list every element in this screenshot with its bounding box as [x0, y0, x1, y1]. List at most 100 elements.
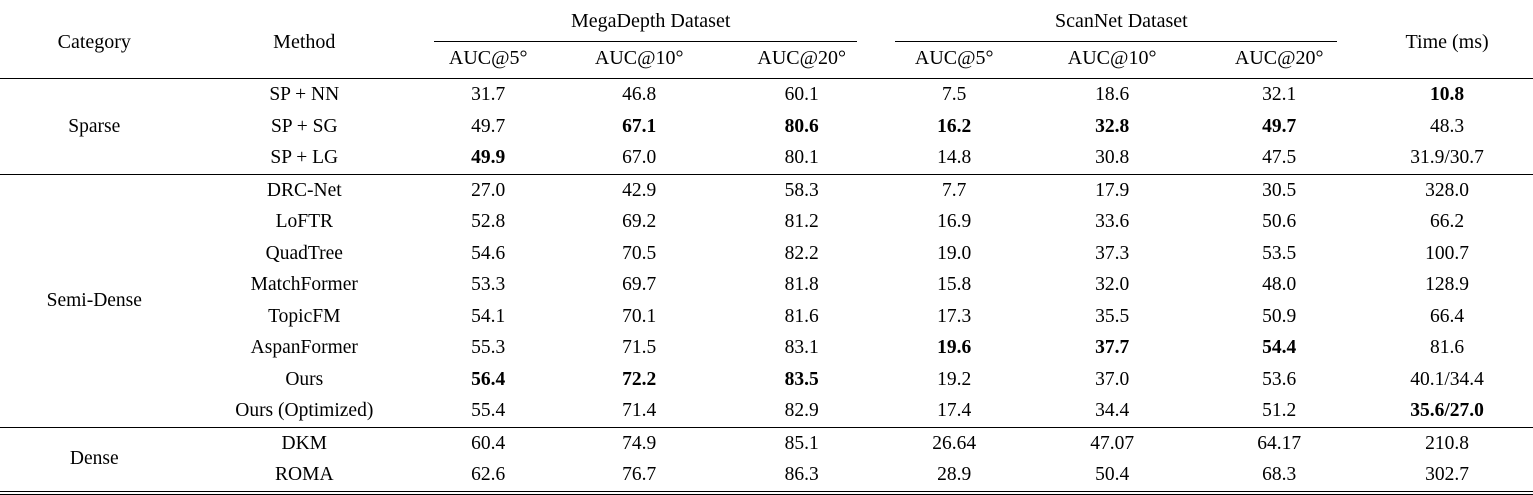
value-cell: 55.4: [471, 400, 506, 421]
method-cell: DKM: [188, 426, 421, 460]
value-cell: 37.3: [1095, 242, 1130, 264]
value-cell: 53.5: [1262, 242, 1297, 264]
category-cell: Semi-Dense: [0, 173, 189, 427]
value-cell: 32.0: [1095, 274, 1130, 295]
header-row-groups: Category Method MegaDepth Dataset ScanNe…: [0, 0, 1533, 79]
value-cell: 34.4: [1095, 400, 1130, 421]
value-cell: 70.1: [622, 305, 657, 327]
value-cell: 19.0: [937, 242, 972, 264]
table-row: Ours (Optimized) 55.4 71.4 82.9 17.4 34.4 51.2…: [0, 395, 1533, 427]
value-cell: 85.1: [722, 426, 882, 460]
subheader-megadepth-auc10: AUC@10°: [556, 42, 722, 79]
value-cell: 64.17: [1197, 426, 1362, 460]
value-cell: 32.8: [1095, 115, 1130, 137]
value-cell: 67.1: [622, 115, 657, 137]
value-cell: 66.2: [1430, 211, 1465, 232]
value-cell: 302.7: [1425, 464, 1470, 485]
table-row: LoFTR 52.8 69.2 81.2 16.9 33.6 50.6 66.2: [0, 206, 1533, 238]
subheader-scannet-auc5: AUC@5°: [881, 42, 1028, 79]
table-row: Dense DKM 60.4 74.9 85.1 26.64 47.07 64.17 210.8: [0, 426, 1533, 469]
value-cell: 50.4: [1095, 464, 1130, 485]
value-cell: 60.1: [784, 84, 819, 105]
value-cell: 76.7: [622, 464, 657, 485]
value-cell: 49.7: [471, 115, 506, 137]
value-cell: 31.7: [471, 84, 506, 105]
header-megadepth-dataset: MegaDepth Dataset: [420, 0, 881, 42]
value-cell: 60.4: [420, 426, 557, 460]
value-cell: 68.3: [1262, 464, 1297, 485]
subheader-scannet-auc20: AUC@20°: [1197, 42, 1362, 79]
value-cell: 83.1: [784, 337, 819, 358]
value-cell: 70.5: [622, 242, 657, 264]
table-header: Category Method MegaDepth Dataset ScanNe…: [0, 0, 1533, 79]
method-cell: MatchFormer: [250, 274, 358, 295]
subheader-scannet-auc10: AUC@10°: [1027, 42, 1198, 79]
value-cell: 17.9: [1027, 173, 1198, 207]
method-cell: AspanFormer: [250, 337, 358, 358]
table-row: QuadTree 54.6 70.5 82.2 19.0 37.3 53.5 100.7: [0, 238, 1533, 270]
value-cell: 48.3: [1430, 115, 1465, 137]
value-cell: 54.6: [471, 242, 506, 264]
value-cell: 83.5: [784, 368, 819, 390]
table-row: AspanFormer 55.3 71.5 83.1 19.6 37.7 54.4 81.6: [0, 332, 1533, 364]
value-cell: 54.1: [471, 305, 506, 327]
value-cell: 50.9: [1262, 305, 1297, 327]
value-cell: 30.5: [1197, 173, 1362, 207]
value-cell: 128.9: [1425, 274, 1470, 295]
value-cell: 19.2: [937, 368, 972, 390]
header-scannet-dataset: ScanNet Dataset: [881, 0, 1361, 42]
value-cell: 47.07: [1027, 426, 1198, 460]
method-cell: DRC-Net: [188, 173, 421, 207]
value-cell: 18.6: [1095, 84, 1130, 105]
method-cell: Ours: [285, 368, 324, 390]
header-method: Method: [188, 0, 421, 79]
value-cell: 80.1: [784, 147, 819, 168]
value-cell: 50.6: [1262, 211, 1297, 232]
value-cell: 71.5: [622, 337, 657, 358]
value-cell: 71.4: [622, 400, 657, 421]
value-cell: 16.9: [937, 211, 972, 232]
value-cell: 32.1: [1262, 84, 1297, 105]
table-row: ROMA 62.6 76.7 86.3 28.9 50.4 68.3 302.7: [0, 459, 1533, 491]
table-row: SP + LG 49.9 67.0 80.1 14.8 30.8 47.5 31.9/30.7: [0, 142, 1533, 174]
value-cell: 86.3: [784, 464, 819, 485]
value-cell: 82.2: [784, 242, 819, 264]
table-row: Ours 56.4 72.2 83.5 19.2 37.0 53.6 40.1/34.4: [0, 364, 1533, 396]
value-cell: 51.2: [1262, 400, 1297, 421]
method-cell: Ours (Optimized): [235, 400, 374, 421]
value-cell: 328.0: [1361, 173, 1533, 207]
table-row: Semi-Dense DRC-Net 27.0 42.9 58.3 7.7 17.9 30.5…: [0, 173, 1533, 311]
value-cell: 46.8: [622, 84, 657, 105]
value-cell: 80.6: [784, 115, 819, 137]
method-cell: SP + NN: [269, 84, 340, 105]
value-cell: 49.7: [1262, 115, 1297, 137]
value-cell: 17.3: [937, 305, 972, 327]
value-cell: 26.64: [881, 426, 1028, 460]
value-cell: 67.0: [622, 147, 657, 168]
value-cell: 69.2: [622, 211, 657, 232]
value-cell: 58.3: [722, 173, 882, 207]
value-cell: 33.6: [1095, 211, 1130, 232]
value-cell: 81.6: [1430, 337, 1465, 358]
value-cell: 81.8: [784, 274, 819, 295]
table-row: TopicFM 54.1 70.1 81.6 17.3 35.5 50.9 66.4: [0, 301, 1533, 333]
method-cell: LoFTR: [275, 211, 333, 232]
value-cell: 31.9/30.7: [1410, 147, 1484, 168]
value-cell: 10.8: [1430, 84, 1465, 105]
value-cell: 55.3: [471, 337, 506, 358]
value-cell: 210.8: [1361, 426, 1533, 460]
value-cell: 81.6: [784, 305, 819, 327]
value-cell: 52.8: [471, 211, 506, 232]
value-cell: 53.3: [471, 274, 506, 295]
value-cell: 72.2: [622, 368, 657, 390]
table-body: Sparse SP + NN 31.7 46.8 60.1 7.5 18.6 32.1 10.8…: [0, 79, 1533, 491]
value-cell: 53.6: [1262, 368, 1297, 390]
value-cell: 15.8: [937, 274, 972, 295]
header-time: Time (ms): [1361, 0, 1533, 79]
value-cell: 69.7: [622, 274, 657, 295]
category-cell: Dense: [0, 426, 189, 491]
value-cell: 62.6: [471, 464, 506, 485]
subheader-megadepth-auc5: AUC@5°: [420, 42, 557, 79]
value-cell: 28.9: [937, 464, 972, 485]
value-cell: 40.1/34.4: [1410, 368, 1484, 390]
